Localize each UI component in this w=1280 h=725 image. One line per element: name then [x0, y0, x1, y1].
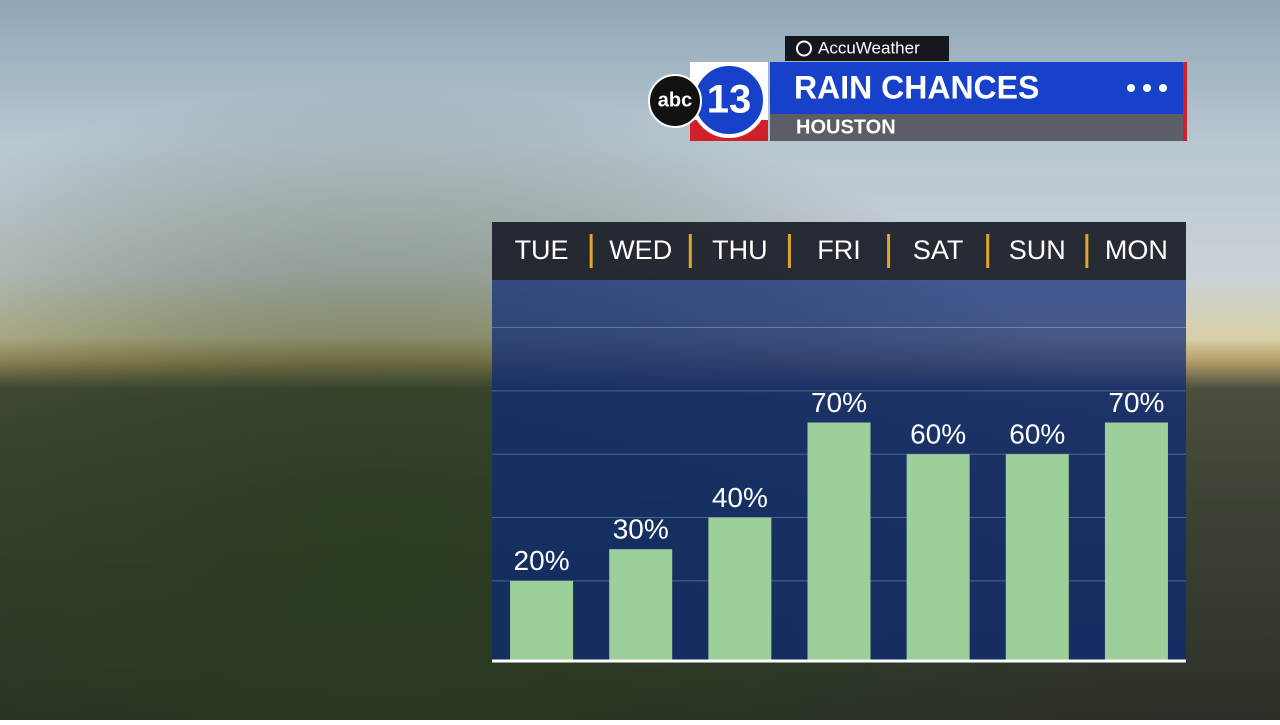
day-label: TUE — [515, 235, 569, 265]
bar — [1005, 454, 1069, 660]
day-label: WED — [609, 235, 672, 265]
value-label: 70% — [811, 387, 867, 418]
chart-subtitle: HOUSTON — [796, 116, 896, 138]
value-label: 20% — [514, 545, 570, 576]
bar — [807, 422, 871, 660]
bar — [708, 517, 772, 660]
bar — [609, 549, 673, 660]
sun-icon — [796, 40, 812, 57]
day-label: SUN — [1009, 235, 1066, 265]
title-bar — [770, 62, 1186, 114]
menu-dots — [1127, 84, 1167, 92]
title-edge — [1183, 62, 1187, 141]
value-label: 60% — [1009, 419, 1065, 450]
day-label: THU — [712, 235, 768, 265]
value-label: 40% — [712, 482, 768, 513]
day-label: SAT — [913, 235, 964, 265]
chart-title: RAIN CHANCES — [794, 69, 1039, 105]
logo-abc: abc — [658, 89, 692, 111]
day-header — [492, 222, 1186, 280]
bar — [906, 454, 970, 660]
value-label: 70% — [1108, 387, 1164, 418]
subtitle-bar — [770, 114, 1186, 141]
day-label: MON — [1105, 235, 1168, 265]
bar — [1104, 422, 1168, 660]
value-label: 60% — [910, 419, 966, 450]
day-label: FRI — [817, 235, 861, 265]
accuweather-label: AccuWeather — [818, 38, 920, 57]
logo-13: 13 — [707, 78, 752, 122]
logo-abc-circle — [648, 74, 702, 128]
value-label: 30% — [613, 514, 669, 545]
bar — [510, 580, 574, 660]
accuweather-tag — [785, 36, 949, 61]
